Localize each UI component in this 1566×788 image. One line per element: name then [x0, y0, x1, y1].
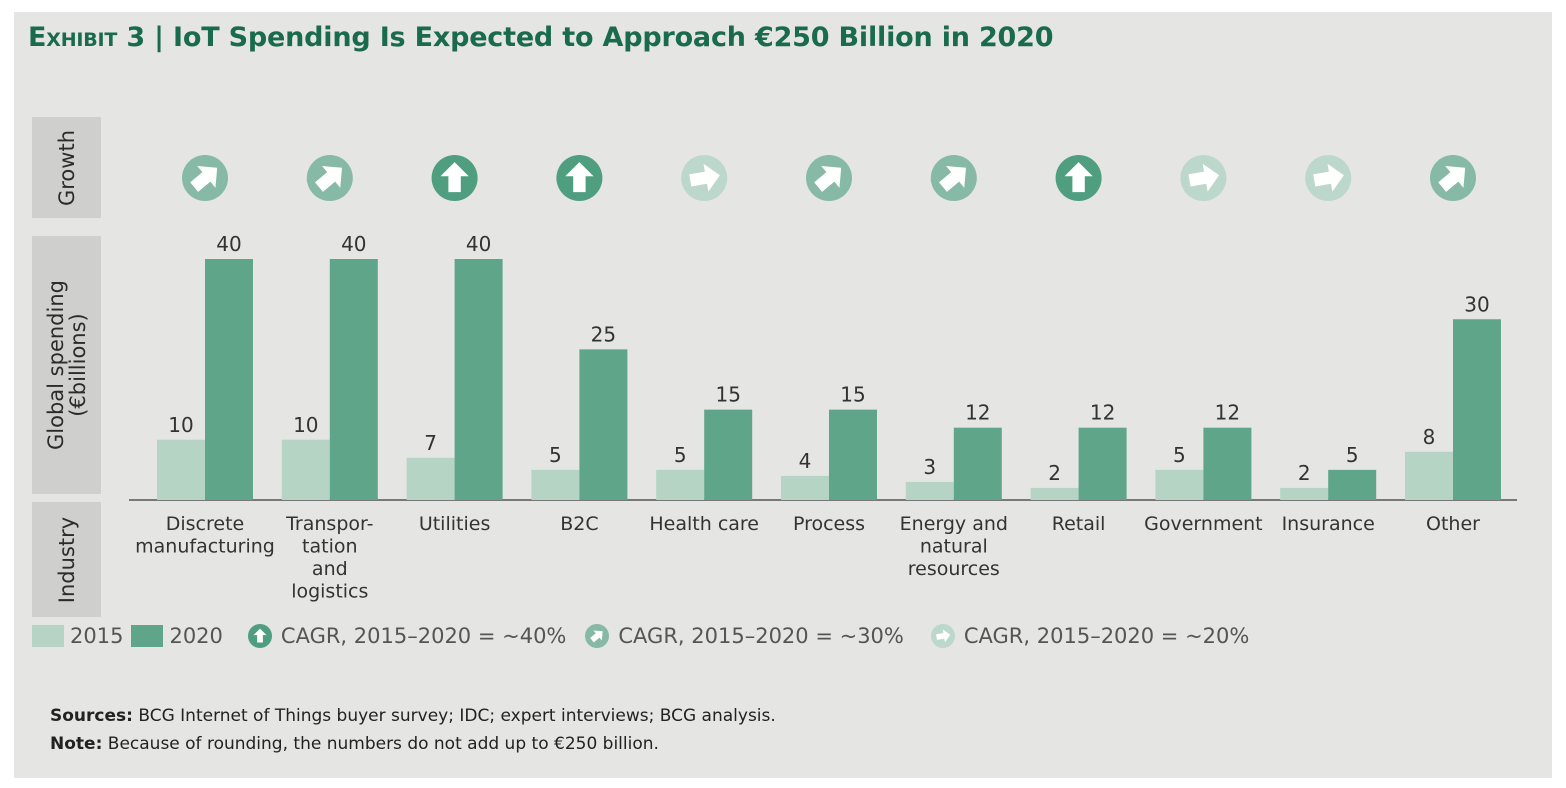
category-label: Retail: [1052, 513, 1106, 535]
category-label: Other: [1426, 513, 1480, 535]
data-label-2015: 5: [549, 443, 562, 467]
industry-row-label: Industry: [32, 502, 101, 617]
bar-2015: [406, 457, 455, 500]
growth-icon: [1430, 155, 1476, 201]
legend-item-2015: 2015: [32, 624, 123, 648]
growth-icon: [182, 155, 228, 201]
bar-2015: [781, 475, 829, 500]
data-label-2015: 2: [1048, 461, 1061, 485]
data-label-2020: 40: [341, 232, 366, 256]
sources-line: Sources: BCG Internet of Things buyer su…: [50, 706, 776, 726]
bar-2020: [704, 409, 753, 500]
growth-icon: [431, 155, 478, 201]
growth-icon: [306, 155, 353, 201]
data-label-2020: 5: [1346, 443, 1359, 467]
sources-label: Sources:: [50, 706, 133, 726]
growth-icon: [806, 155, 852, 201]
legend-item-2020: 2020: [131, 624, 223, 648]
growth-icon: [681, 155, 728, 201]
bar-2015: [531, 469, 580, 500]
data-label-2015: 10: [168, 413, 193, 437]
legend-label-2020: 2020: [169, 624, 223, 648]
legend-label-cagr-20: CAGR, 2015–2020 = ~20%: [963, 624, 1250, 648]
title-separator: |: [154, 22, 164, 53]
data-label-2015: 10: [293, 413, 318, 437]
sources-text: BCG Internet of Things buyer survey; IDC…: [138, 706, 776, 726]
growth-icon: [930, 155, 977, 201]
diagonal-arrow-icon: [585, 624, 610, 648]
bar-2020: [1078, 427, 1127, 500]
data-label-2020: 12: [965, 401, 990, 425]
bar-2020: [953, 427, 1002, 500]
note-text: Because of rounding, the numbers do not …: [107, 734, 659, 754]
bar-2015: [1280, 487, 1329, 500]
category-label: Discrete manufacturing: [135, 513, 275, 558]
data-label-2015: 8: [1423, 425, 1436, 449]
legend-swatch-2015: [32, 625, 64, 647]
legend-item-cagr-30: CAGR, 2015–2020 = ~30%: [584, 623, 904, 649]
legend-label-2015: 2015: [70, 624, 124, 648]
bar-2020: [329, 259, 378, 500]
bar-2020: [579, 349, 628, 500]
legend-item-cagr-20: CAGR, 2015–2020 = ~20%: [930, 623, 1249, 649]
category-label: B2C: [560, 513, 598, 535]
category-label: Health care: [649, 513, 759, 535]
bar-2020: [829, 409, 877, 500]
legend-label-cagr-30: CAGR, 2015–2020 = ~30%: [618, 624, 904, 648]
data-label-2015: 4: [799, 449, 812, 473]
exhibit-title: Exhibit 3 | IoT Spending Is Expected to …: [28, 22, 1054, 53]
data-label-2015: 3: [923, 455, 936, 479]
category-label: Process: [793, 513, 865, 535]
bar-2015: [656, 469, 705, 500]
title-text: IoT Spending Is Expected to Approach €25…: [173, 22, 1054, 53]
growth-row-label: Growth: [32, 117, 101, 218]
data-label-2020: 40: [216, 232, 241, 256]
data-label-2020: 25: [591, 322, 616, 346]
category-label: Utilities: [419, 513, 491, 535]
growth-icon: [1055, 155, 1102, 201]
spending-row-label: Global spending (€billions): [32, 236, 101, 494]
category-label: Transpor-tation and logistics: [285, 513, 373, 603]
note-line: Note: Because of rounding, the numbers d…: [50, 734, 659, 754]
exhibit-number: Exhibit 3: [28, 22, 145, 53]
bar-2020: [1203, 427, 1252, 500]
bar-2020: [205, 259, 253, 500]
data-label-2015: 7: [424, 431, 437, 455]
category-label: Energy and natural resources: [900, 513, 1008, 580]
bar-2020: [454, 259, 503, 500]
data-label-2020: 40: [466, 232, 491, 256]
bar-2015: [281, 439, 330, 500]
data-label-2020: 15: [840, 383, 865, 407]
bar-2015: [1405, 451, 1453, 500]
data-label-2020: 15: [715, 383, 740, 407]
data-label-2020: 12: [1090, 401, 1115, 425]
bar-2015: [905, 481, 954, 500]
legend: 2015 2020 CAGR, 2015–2020 = ~40% CAGR, 2…: [32, 622, 1257, 650]
data-label-2020: 30: [1464, 292, 1489, 316]
right-arrow-icon: [930, 624, 955, 648]
bar-2015: [1155, 469, 1204, 500]
bar-2015: [1030, 487, 1079, 500]
growth-icon: [556, 155, 603, 201]
data-label-2020: 12: [1215, 401, 1240, 425]
bar-2020: [1453, 319, 1501, 500]
growth-icon: [1180, 155, 1227, 201]
growth-icon: [1305, 155, 1352, 201]
exhibit-panel: [14, 12, 1552, 778]
note-label: Note:: [50, 734, 103, 754]
legend-swatch-2020: [131, 625, 164, 647]
up-arrow-icon: [247, 624, 272, 648]
bar-2020: [1328, 469, 1377, 500]
category-label: Insurance: [1282, 513, 1375, 535]
data-label-2015: 5: [1173, 443, 1186, 467]
legend-item-cagr-40: CAGR, 2015–2020 = ~40%: [247, 623, 566, 649]
legend-label-cagr-40: CAGR, 2015–2020 = ~40%: [280, 624, 567, 648]
data-label-2015: 5: [674, 443, 687, 467]
bar-2015: [157, 439, 205, 500]
category-label: Government: [1144, 513, 1263, 535]
data-label-2015: 2: [1298, 461, 1311, 485]
